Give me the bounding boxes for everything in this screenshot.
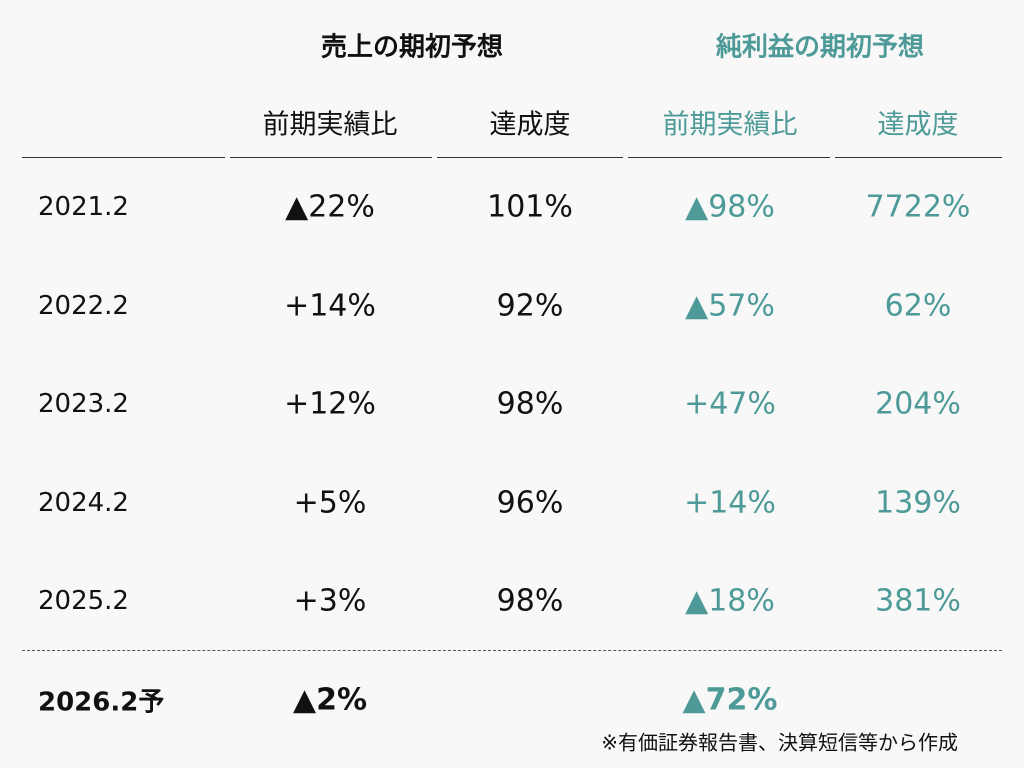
header-rule [437, 157, 623, 158]
table-cell: 204% [875, 386, 961, 422]
table-cell: 96% [496, 485, 564, 520]
table-cell: 62% [884, 288, 952, 323]
forecast-separator [22, 650, 1002, 651]
forecast-cell: ▲2% [292, 682, 368, 718]
forecast-cell: ▲72% [682, 682, 778, 718]
row-period: 2022.2 [38, 290, 129, 321]
table-cell: +14% [684, 485, 776, 520]
table-cell: +14% [284, 288, 376, 323]
row-period: 2024.2 [38, 487, 129, 518]
table-cell: 98% [496, 386, 564, 422]
column-header: 達成度 [489, 109, 571, 141]
table-cell: ▲22% [285, 189, 375, 225]
header-rule [22, 157, 225, 158]
row-period: 2021.2 [38, 192, 129, 222]
header-rule [835, 157, 1002, 158]
header-rule [230, 157, 432, 158]
table-cell: 92% [496, 288, 564, 323]
table-cell: 101% [487, 189, 573, 225]
table-cell: 98% [496, 583, 564, 619]
row-period: 2025.2 [38, 586, 129, 616]
forecast-period: 2026.2予 [38, 687, 165, 718]
table-cell: ▲18% [685, 583, 775, 619]
table-cell: 381% [875, 583, 961, 619]
column-header: 前期実績比 [662, 109, 798, 141]
table-cell: 139% [875, 485, 961, 520]
table-cell: ▲57% [685, 288, 775, 323]
table-cell: +47% [684, 386, 776, 422]
table-cell: +12% [284, 386, 376, 422]
table-cell: +3% [293, 583, 367, 619]
source-note: ※有価証券報告書、決算短信等から作成 [601, 730, 958, 755]
table-cell: +5% [293, 485, 367, 520]
column-header: 前期実績比 [262, 109, 398, 141]
table-cell: 7722% [865, 189, 971, 225]
row-period: 2023.2 [38, 389, 129, 419]
column-header: 達成度 [877, 109, 959, 141]
group-header: 純利益の期初予想 [715, 32, 925, 63]
header-rule [628, 157, 830, 158]
group-header: 売上の期初予想 [320, 32, 504, 63]
table-cell: ▲98% [685, 189, 775, 225]
